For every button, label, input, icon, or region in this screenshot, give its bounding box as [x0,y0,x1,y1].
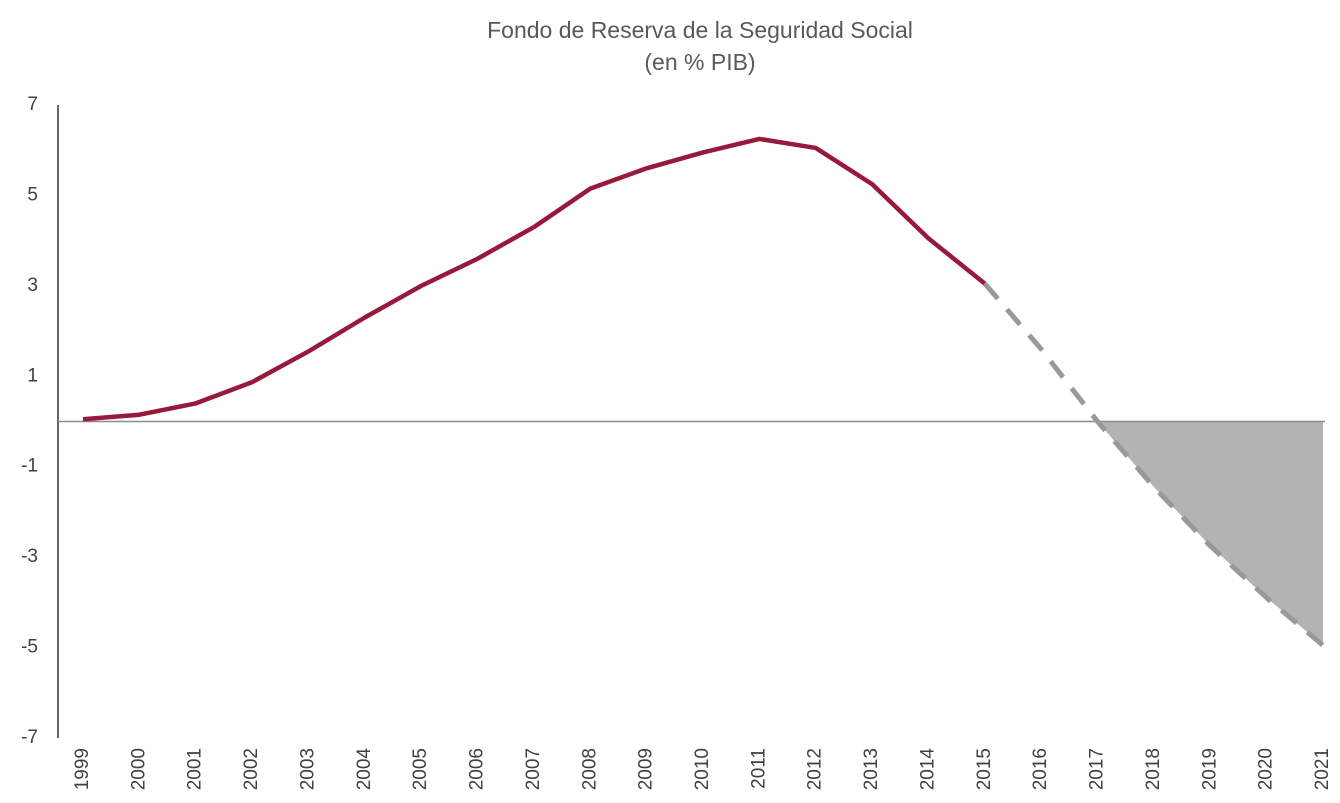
chart-subtitle: (en % PIB) [644,49,755,75]
x-tick-label: 2004 [354,748,375,791]
x-tick-label: 2008 [579,748,600,790]
y-tick-label: 7 [27,94,38,115]
line-series [982,281,1325,648]
x-tick-label: 2020 [1256,748,1277,790]
x-tick-label: 2019 [1199,748,1220,790]
x-tick-label: 2016 [1030,748,1051,790]
negative-area [984,421,1323,646]
x-tick-label: 2002 [241,748,262,790]
y-tick-label: 5 [27,184,38,205]
y-tick-label: -7 [21,727,38,748]
x-tick-label: 2012 [805,748,826,790]
y-tick-label: 1 [27,365,38,386]
line-series [82,136,987,422]
x-tick-label: 2001 [185,748,206,790]
x-tick-label: 2021 [1312,748,1333,790]
x-tick-label: 1999 [72,748,93,790]
x-tick-label: 2013 [861,748,882,790]
x-tick-label: 2005 [410,748,431,790]
x-tick-label: 2009 [636,748,657,790]
chart-title: Fondo de Reserva de la Seguridad Social [487,17,913,43]
y-tick-label: -1 [21,456,38,477]
x-tick-label: 2018 [1143,748,1164,790]
y-tick-label: -5 [21,637,38,658]
x-tick-label: 2010 [692,748,713,790]
y-tick-label: -3 [21,546,38,567]
x-tick-label: 2014 [917,748,938,791]
x-tick-label: 2000 [128,748,149,790]
x-tick-label: 2003 [297,748,318,790]
x-tick-label: 2011 [748,748,769,789]
y-tick-label: 3 [27,275,38,296]
x-tick-label: 2007 [523,748,544,790]
x-tick-label: 2006 [467,748,488,790]
x-tick-label: 2017 [1087,748,1108,790]
x-tick-label: 2015 [974,748,995,790]
